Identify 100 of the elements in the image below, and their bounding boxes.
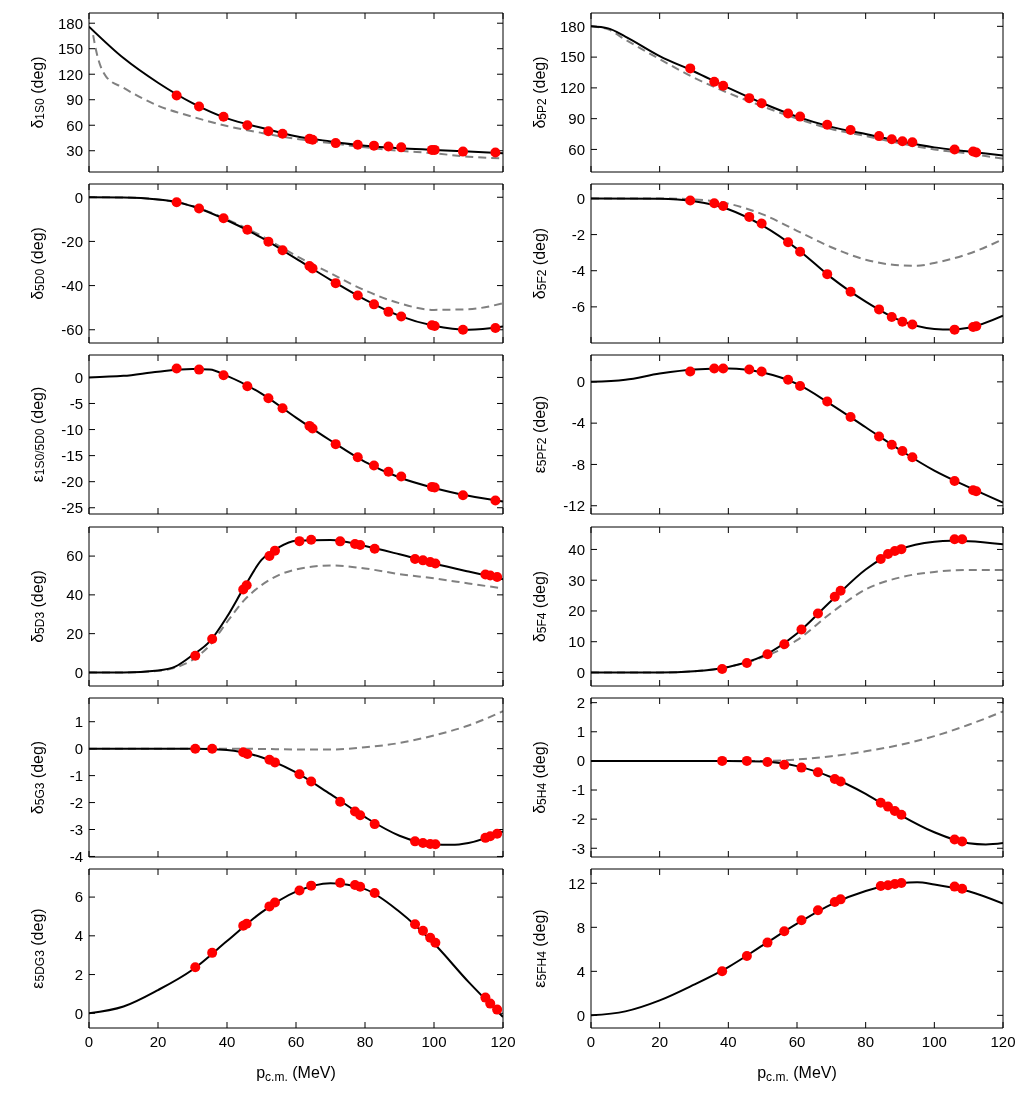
point bbox=[949, 324, 960, 335]
y-tick-label: -4 bbox=[571, 262, 585, 280]
point bbox=[457, 490, 468, 501]
point bbox=[796, 762, 807, 773]
point bbox=[383, 141, 394, 152]
point bbox=[685, 63, 696, 74]
y-tick-label: 0 bbox=[576, 189, 585, 207]
point bbox=[352, 452, 363, 463]
point bbox=[685, 195, 696, 206]
point bbox=[762, 648, 773, 659]
y-tick-label: -3 bbox=[69, 820, 83, 838]
point bbox=[269, 545, 280, 556]
y-tick-label: 40 bbox=[66, 585, 83, 603]
point bbox=[355, 810, 366, 821]
point bbox=[741, 755, 752, 766]
y-tick-label: 0 bbox=[576, 1006, 585, 1024]
point bbox=[335, 535, 346, 546]
point bbox=[263, 393, 274, 404]
point bbox=[796, 624, 807, 635]
y-tick-label: -60 bbox=[61, 321, 83, 339]
y-tick-label: -2 bbox=[571, 226, 585, 244]
point bbox=[886, 440, 897, 451]
point bbox=[957, 883, 968, 894]
point bbox=[845, 124, 856, 135]
point bbox=[368, 460, 379, 471]
x-tick-label: 40 bbox=[218, 1032, 236, 1050]
point bbox=[369, 818, 380, 829]
point bbox=[907, 452, 918, 463]
y-tick-label: -1 bbox=[69, 766, 83, 784]
point bbox=[718, 201, 729, 212]
point bbox=[795, 111, 806, 122]
point bbox=[207, 947, 218, 958]
point bbox=[783, 237, 794, 248]
point bbox=[717, 663, 728, 674]
point bbox=[190, 743, 201, 754]
point bbox=[335, 796, 346, 807]
y-tick-label: 1 bbox=[74, 712, 83, 730]
point bbox=[171, 197, 182, 208]
point bbox=[886, 312, 897, 323]
point bbox=[242, 224, 253, 235]
point bbox=[492, 1004, 503, 1015]
point bbox=[874, 304, 885, 315]
x-axis-title: p$_{c.m.}$ (MeV) bbox=[256, 1064, 336, 1084]
point bbox=[207, 743, 218, 754]
point bbox=[294, 535, 305, 546]
point bbox=[490, 323, 501, 334]
point bbox=[957, 533, 968, 544]
point bbox=[845, 412, 856, 423]
point bbox=[171, 90, 182, 101]
point bbox=[874, 431, 885, 442]
point bbox=[194, 203, 205, 214]
point bbox=[882, 801, 893, 812]
y-tick-label: -6 bbox=[571, 298, 585, 316]
y-tick-label: 150 bbox=[57, 40, 83, 58]
y-tick-label: 0 bbox=[74, 188, 83, 206]
point bbox=[352, 290, 363, 301]
point bbox=[277, 128, 288, 139]
point bbox=[330, 439, 341, 450]
point bbox=[241, 579, 252, 590]
y-tick-label: 60 bbox=[568, 140, 585, 158]
y-tick-label: -25 bbox=[61, 499, 83, 517]
point bbox=[718, 363, 729, 374]
point bbox=[783, 375, 794, 386]
x-tick-label: 100 bbox=[421, 1032, 447, 1050]
y-tick-label: 12 bbox=[568, 874, 585, 892]
point bbox=[457, 146, 468, 157]
y-tick-label: 120 bbox=[57, 65, 83, 83]
point bbox=[294, 885, 305, 896]
point bbox=[330, 138, 341, 149]
point bbox=[795, 246, 806, 257]
point bbox=[171, 363, 182, 374]
point bbox=[897, 136, 908, 147]
point bbox=[812, 767, 823, 778]
point bbox=[874, 131, 885, 142]
point bbox=[263, 126, 274, 137]
y-tick-label: 60 bbox=[66, 547, 83, 564]
point bbox=[369, 543, 380, 554]
point bbox=[396, 471, 407, 482]
y-tick-label: -12 bbox=[563, 497, 585, 515]
y-tick-label: -20 bbox=[61, 232, 83, 250]
x-tick-label: 40 bbox=[719, 1032, 737, 1050]
point bbox=[383, 467, 394, 478]
point bbox=[277, 403, 288, 414]
point bbox=[756, 366, 767, 377]
point bbox=[741, 951, 752, 962]
point bbox=[835, 894, 846, 905]
point bbox=[709, 76, 720, 87]
point bbox=[812, 608, 823, 619]
point bbox=[717, 966, 728, 977]
point bbox=[263, 236, 274, 247]
point bbox=[294, 769, 305, 780]
point bbox=[812, 905, 823, 916]
y-tick-label: 0 bbox=[74, 739, 83, 757]
point bbox=[744, 212, 755, 223]
point bbox=[756, 218, 767, 229]
y-tick-label: 1 bbox=[576, 722, 585, 740]
x-tick-label: 100 bbox=[921, 1032, 947, 1050]
point bbox=[269, 897, 280, 908]
point bbox=[269, 757, 280, 768]
point bbox=[242, 748, 253, 759]
